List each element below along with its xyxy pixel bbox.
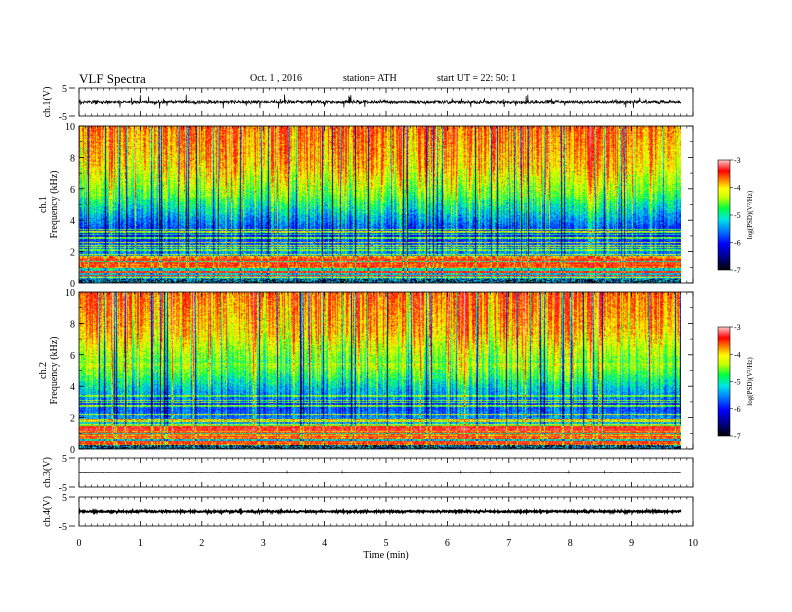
ch1-spectrogram-colorbar-tick-label: -7 <box>734 266 741 275</box>
x-tick-label: 5 <box>384 538 389 549</box>
x-tick-label: 9 <box>629 538 634 549</box>
ch1-waveform <box>69 87 694 117</box>
ch2-spectrogram-image <box>79 292 681 449</box>
ch1-spectrogram-colorbar-tick-label: -4 <box>734 184 741 193</box>
ch2-spectrogram-colorbar-tick-label: -4 <box>734 350 741 359</box>
ch4-waveform <box>69 496 694 527</box>
ch1-spectrogram-ylabel2: Frequency (kHz) <box>49 170 60 238</box>
x-tick-label: 7 <box>506 538 511 549</box>
ch1-spectrogram-ylabel: ch.1 <box>38 196 49 213</box>
ch1-spectrogram-ytick-label: 0 <box>70 279 75 290</box>
ch2-spectrogram-ylabel: ch.2 <box>38 362 49 379</box>
ch2-spectrogram-colorbar-tick-label: -6 <box>734 405 741 414</box>
station-label: station= ATH <box>343 73 397 84</box>
ch1-waveform-ytick-label: -5 <box>59 112 67 123</box>
ch1-spectrogram-colorbar-tick-label: -6 <box>734 239 741 248</box>
ch4-waveform-ytick-label: 5 <box>62 493 67 504</box>
ch4-waveform-trace <box>78 507 682 516</box>
ch2-spectrogram <box>78 291 733 450</box>
ch4-waveform-ytick-label: -5 <box>59 522 67 533</box>
x-tick-label: 10 <box>688 538 698 549</box>
ch2-spectrogram-ytick-label: 6 <box>70 351 75 362</box>
x-tick-label: 1 <box>138 538 143 549</box>
ch2-spectrogram-ylabel2: Frequency (kHz) <box>49 336 60 404</box>
ch2-spectrogram-ytick-label: 8 <box>70 319 75 330</box>
x-tick-label: 8 <box>568 538 573 549</box>
ch1-spectrogram-colorbar-tick-label: -3 <box>734 156 741 165</box>
ch2-spectrogram-ytick-label: 10 <box>65 288 75 299</box>
ch4-waveform-ylabel: ch.4(V) <box>42 496 53 527</box>
ch1-spectrogram <box>78 125 733 284</box>
ch1-spectrogram-ytick-label: 10 <box>65 122 75 133</box>
x-tick-label: 0 <box>77 538 82 549</box>
ch3-waveform-ylabel: ch.3(V) <box>42 457 53 488</box>
ch1-spectrogram-colorbar <box>717 159 731 271</box>
x-tick-label: 6 <box>445 538 450 549</box>
ch3-waveform-ytick-label: 5 <box>62 454 67 465</box>
ch1-spectrogram-ytick-label: 8 <box>70 153 75 164</box>
ch2-spectrogram-ytick-label: 2 <box>70 414 75 425</box>
ch2-spectrogram-ytick-label: 4 <box>70 382 75 393</box>
ch1-spectrogram-ytick-label: 4 <box>70 216 75 227</box>
ch1-spectrogram-colorbar-tick-label: -5 <box>734 211 741 220</box>
ch3-waveform <box>69 457 694 488</box>
ch2-spectrogram-colorbar-tick-label: -5 <box>734 378 741 387</box>
ch1-spectrogram-ytick-label: 6 <box>70 185 75 196</box>
x-tick-label: 3 <box>261 538 266 549</box>
ch2-spectrogram-ytick-label: 0 <box>70 445 75 456</box>
ch1-waveform-ytick-label: 5 <box>62 84 67 95</box>
date-label: Oct. 1 , 2016 <box>250 73 302 84</box>
ch1-spectrogram-image <box>79 126 681 283</box>
ch2-spectrogram-colorbar-label: log(PSD)(V²/Hz) <box>746 357 754 406</box>
ch1-waveform-trace <box>78 94 682 109</box>
ch2-spectrogram-colorbar <box>717 326 731 437</box>
ch2-spectrogram-colorbar-tick-label: -7 <box>734 432 741 441</box>
ch1-waveform-ylabel: ch.1(V) <box>42 87 53 118</box>
ch3-waveform-ytick-label: -5 <box>59 483 67 494</box>
x-axis-label: Time (min) <box>363 550 408 561</box>
ch1-spectrogram-colorbar-label: log(PSD)(V²/Hz) <box>746 190 754 239</box>
ch2-spectrogram-colorbar-tick-label: -3 <box>734 323 741 332</box>
figure-title: VLF Spectra <box>79 71 146 86</box>
ch1-spectrogram-ytick-label: 2 <box>70 248 75 259</box>
x-tick-label: 2 <box>199 538 204 549</box>
x-tick-label: 4 <box>322 538 327 549</box>
start-time-label: start UT = 22: 50: 1 <box>437 73 517 84</box>
